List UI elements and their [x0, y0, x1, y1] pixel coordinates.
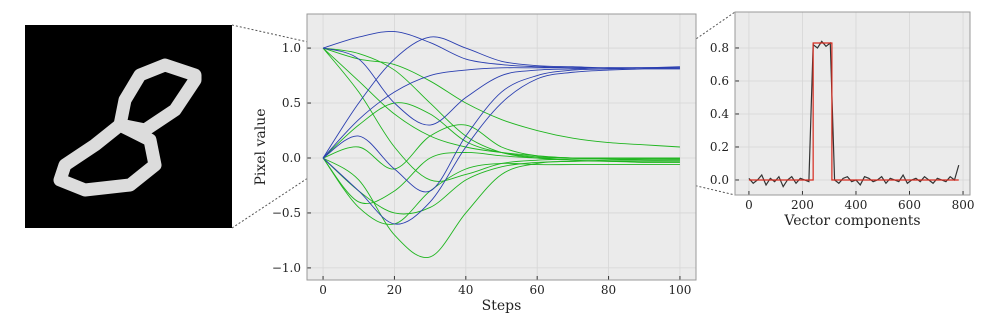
series-line — [748, 40, 960, 188]
series-line — [322, 47, 680, 148]
x-tick-label: 60 — [530, 283, 545, 297]
y-axis-label: Pixel value — [253, 108, 269, 185]
x-tick-label: 0 — [319, 283, 327, 297]
x-axis-label: Vector components — [783, 213, 920, 229]
y-tick-label: 0.0 — [282, 151, 301, 165]
series-line — [322, 157, 680, 215]
series-line — [748, 42, 959, 181]
chart-panel: 0 20 40 60 80 100 −1.0 −0.5 0.0 0.5 1.0 Steps Pixel … — [253, 13, 697, 314]
x-tick-label: 200 — [791, 198, 814, 212]
y-tick-label: 0.5 — [282, 96, 301, 110]
y-tick-label: 0.8 — [710, 41, 729, 55]
series-line — [322, 66, 680, 193]
x-tick-label: 800 — [952, 198, 975, 212]
plot-frame — [734, 11, 971, 196]
y-tick-label: 0.4 — [710, 107, 729, 121]
y-tick-label: 0.6 — [710, 74, 729, 88]
plot-area — [735, 12, 970, 195]
plot-frame — [306, 13, 697, 281]
series-line — [322, 36, 680, 159]
y-tick-label: 1.0 — [282, 41, 301, 55]
series-line — [322, 68, 680, 225]
data-layer — [748, 40, 960, 188]
series-line — [322, 157, 680, 225]
x-tick-label: 400 — [845, 198, 868, 212]
digit-image — [25, 25, 232, 228]
chart-panel: 0 200 400 600 800 0.0 0.2 0.4 0.6 0.8 Vector compo… — [710, 11, 975, 229]
x-tick-label: 20 — [387, 283, 402, 297]
y-tick-label: −1.0 — [272, 261, 301, 275]
y-tick-label: −0.5 — [272, 206, 301, 220]
y-tick-label: 0.0 — [710, 173, 729, 187]
x-tick-label: 600 — [898, 198, 921, 212]
x-tick-label: 40 — [458, 283, 473, 297]
x-tick-label: 80 — [601, 283, 616, 297]
x-axis-label: Steps — [482, 298, 522, 314]
data-layer — [322, 30, 680, 258]
x-tick-label: 0 — [745, 198, 753, 212]
x-tick-label: 100 — [668, 283, 691, 297]
y-tick-label: 0.2 — [710, 140, 729, 154]
series-line — [322, 152, 680, 205]
